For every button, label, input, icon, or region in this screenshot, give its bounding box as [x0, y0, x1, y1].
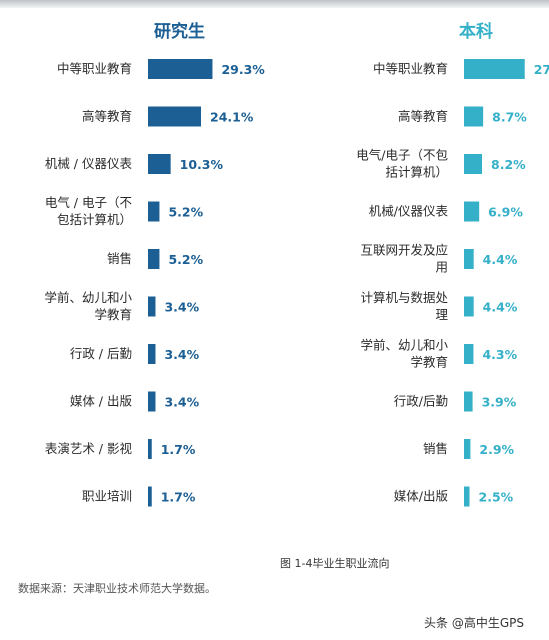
- grad-bar: [148, 439, 152, 459]
- grad-bar: [148, 154, 171, 174]
- grad-bar: [148, 486, 152, 507]
- undergrad-bar: [464, 344, 474, 364]
- undergrad-value-label: 4.4%: [483, 300, 518, 315]
- undergrad-value-label: 8.7%: [492, 110, 527, 125]
- grad-bar: [148, 201, 160, 222]
- grad-category-label: 职业培训: [82, 489, 132, 504]
- undergrad-category-label: 学前、幼儿和小学教育: [360, 338, 448, 370]
- grad-value-label: 24.1%: [210, 110, 254, 125]
- grad-bar: [148, 344, 156, 364]
- undergrad-bar: [464, 296, 474, 317]
- undergrad-bar: [464, 486, 470, 507]
- undergrad-bar: [464, 391, 473, 412]
- grad-bar: [148, 106, 202, 127]
- undergrad-category-label: 媒体/出版: [394, 489, 449, 504]
- undergrad-bar: [464, 154, 483, 174]
- undergrad-category-label: 电气/电子（不包括计算机）: [356, 148, 448, 180]
- undergrad-bar: [464, 201, 480, 222]
- undergrad-category-label: 机械/仪器仪表: [369, 204, 449, 219]
- grad-category-label: 销售: [107, 251, 132, 266]
- undergrad-category-label: 计算机与数据处理: [360, 290, 448, 322]
- grad-category-label: 学前、幼儿和小学教育: [44, 290, 132, 322]
- undergrad-value-label: 2.9%: [479, 442, 514, 457]
- grad-value-label: 3.4%: [164, 300, 199, 315]
- undergrad-bar: [464, 439, 471, 459]
- data-source-note: 数据来源：天津职业技术师范大学数据。: [18, 582, 216, 595]
- grad-category-label: 高等教育: [82, 109, 132, 124]
- undergrad-bar: [464, 249, 474, 269]
- undergrad-category-label: 销售: [423, 441, 448, 456]
- grad-category-label: 表演艺术 / 影视: [45, 441, 133, 456]
- undergrad-category-label: 中等职业教育: [373, 61, 448, 76]
- grad-category-label: 机械 / 仪器仪表: [45, 156, 133, 171]
- undergrad-bar: [464, 59, 525, 79]
- figure-caption: 图 1-4毕业生职业流向: [280, 557, 390, 570]
- career-direction-bar-charts: 中等职业教育 29.3% 高等教育 24.1% 机械 / 仪器仪表 10.3% 电气 / 电…: [44, 59, 549, 507]
- grad-value-label: 3.4%: [164, 395, 199, 410]
- graduate-column-title: 研究生: [154, 22, 205, 42]
- grad-value-label: 5.2%: [168, 205, 203, 220]
- grad-bar: [148, 59, 213, 79]
- undergraduate-column-title: 本科: [459, 22, 493, 42]
- grad-value-label: 1.7%: [161, 442, 196, 457]
- grad-category-label: 行政 / 后勤: [70, 346, 132, 361]
- grad-bar: [148, 391, 156, 412]
- undergrad-value-label: 2.5%: [479, 490, 514, 505]
- undergrad-value-label: 8.2%: [491, 157, 526, 172]
- watermark: 头条 @高中生GPS: [424, 616, 524, 630]
- grad-value-label: 29.3%: [221, 62, 265, 77]
- undergrad-value-label: 3.9%: [482, 395, 517, 410]
- top-cropped-strip: [0, 0, 549, 8]
- grad-bar: [148, 249, 160, 269]
- undergrad-value-label: 4.4%: [483, 252, 518, 267]
- grad-bar: [148, 296, 156, 317]
- grad-category-label: 媒体 / 出版: [70, 394, 133, 409]
- undergrad-category-label: 互联网开发及应用: [360, 243, 448, 275]
- grad-category-label: 中等职业教育: [57, 61, 132, 76]
- undergrad-category-label: 高等教育: [398, 109, 448, 124]
- grad-value-label: 10.3%: [180, 157, 224, 172]
- grad-category-label: 电气 / 电子（不包括计算机）: [45, 195, 132, 227]
- undergrad-value-label: 27.6%: [534, 62, 549, 77]
- undergrad-value-label: 6.9%: [488, 205, 523, 220]
- undergrad-category-label: 行政/后勤: [394, 394, 448, 409]
- grad-value-label: 5.2%: [168, 252, 203, 267]
- undergrad-bar: [464, 106, 484, 127]
- grad-value-label: 1.7%: [161, 490, 196, 505]
- undergrad-value-label: 4.3%: [482, 347, 517, 362]
- grad-value-label: 3.4%: [164, 347, 199, 362]
